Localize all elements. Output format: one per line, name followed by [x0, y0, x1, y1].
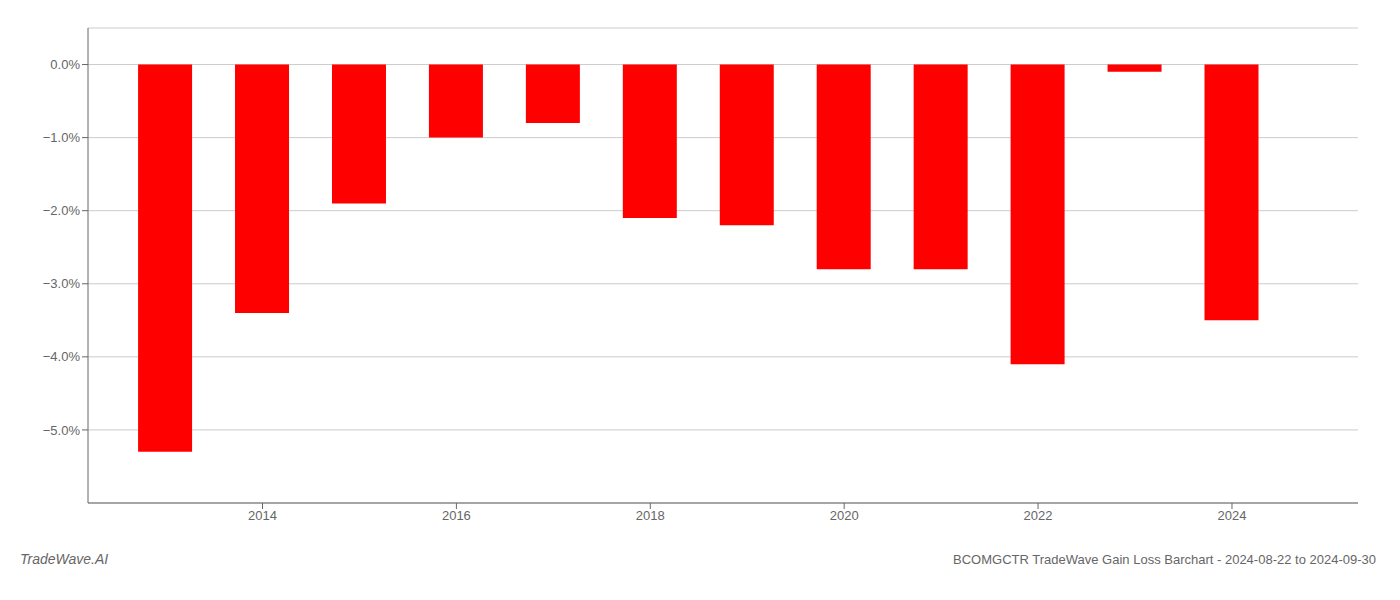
- svg-text:−1.0%: −1.0%: [43, 130, 81, 145]
- svg-text:2022: 2022: [1024, 508, 1053, 523]
- svg-text:0.0%: 0.0%: [50, 57, 80, 72]
- html-text:BCOMGCTR TradeWave Gain Loss B: BCOMGCTR TradeWave Gain Loss Barchart - …: [953, 552, 1376, 567]
- svg-text:−2.0%: −2.0%: [43, 203, 81, 218]
- html-text:TradeWave.AI: TradeWave.AI: [20, 551, 109, 567]
- svg-text:−3.0%: −3.0%: [43, 276, 81, 291]
- svg-text:−5.0%: −5.0%: [43, 423, 81, 438]
- svg-text:2018: 2018: [636, 508, 665, 523]
- svg-text:2024: 2024: [1218, 508, 1247, 523]
- svg-text:2014: 2014: [248, 508, 277, 523]
- svg-text:2020: 2020: [830, 508, 859, 523]
- svg-text:−4.0%: −4.0%: [43, 349, 81, 364]
- svg-text:2016: 2016: [442, 508, 471, 523]
